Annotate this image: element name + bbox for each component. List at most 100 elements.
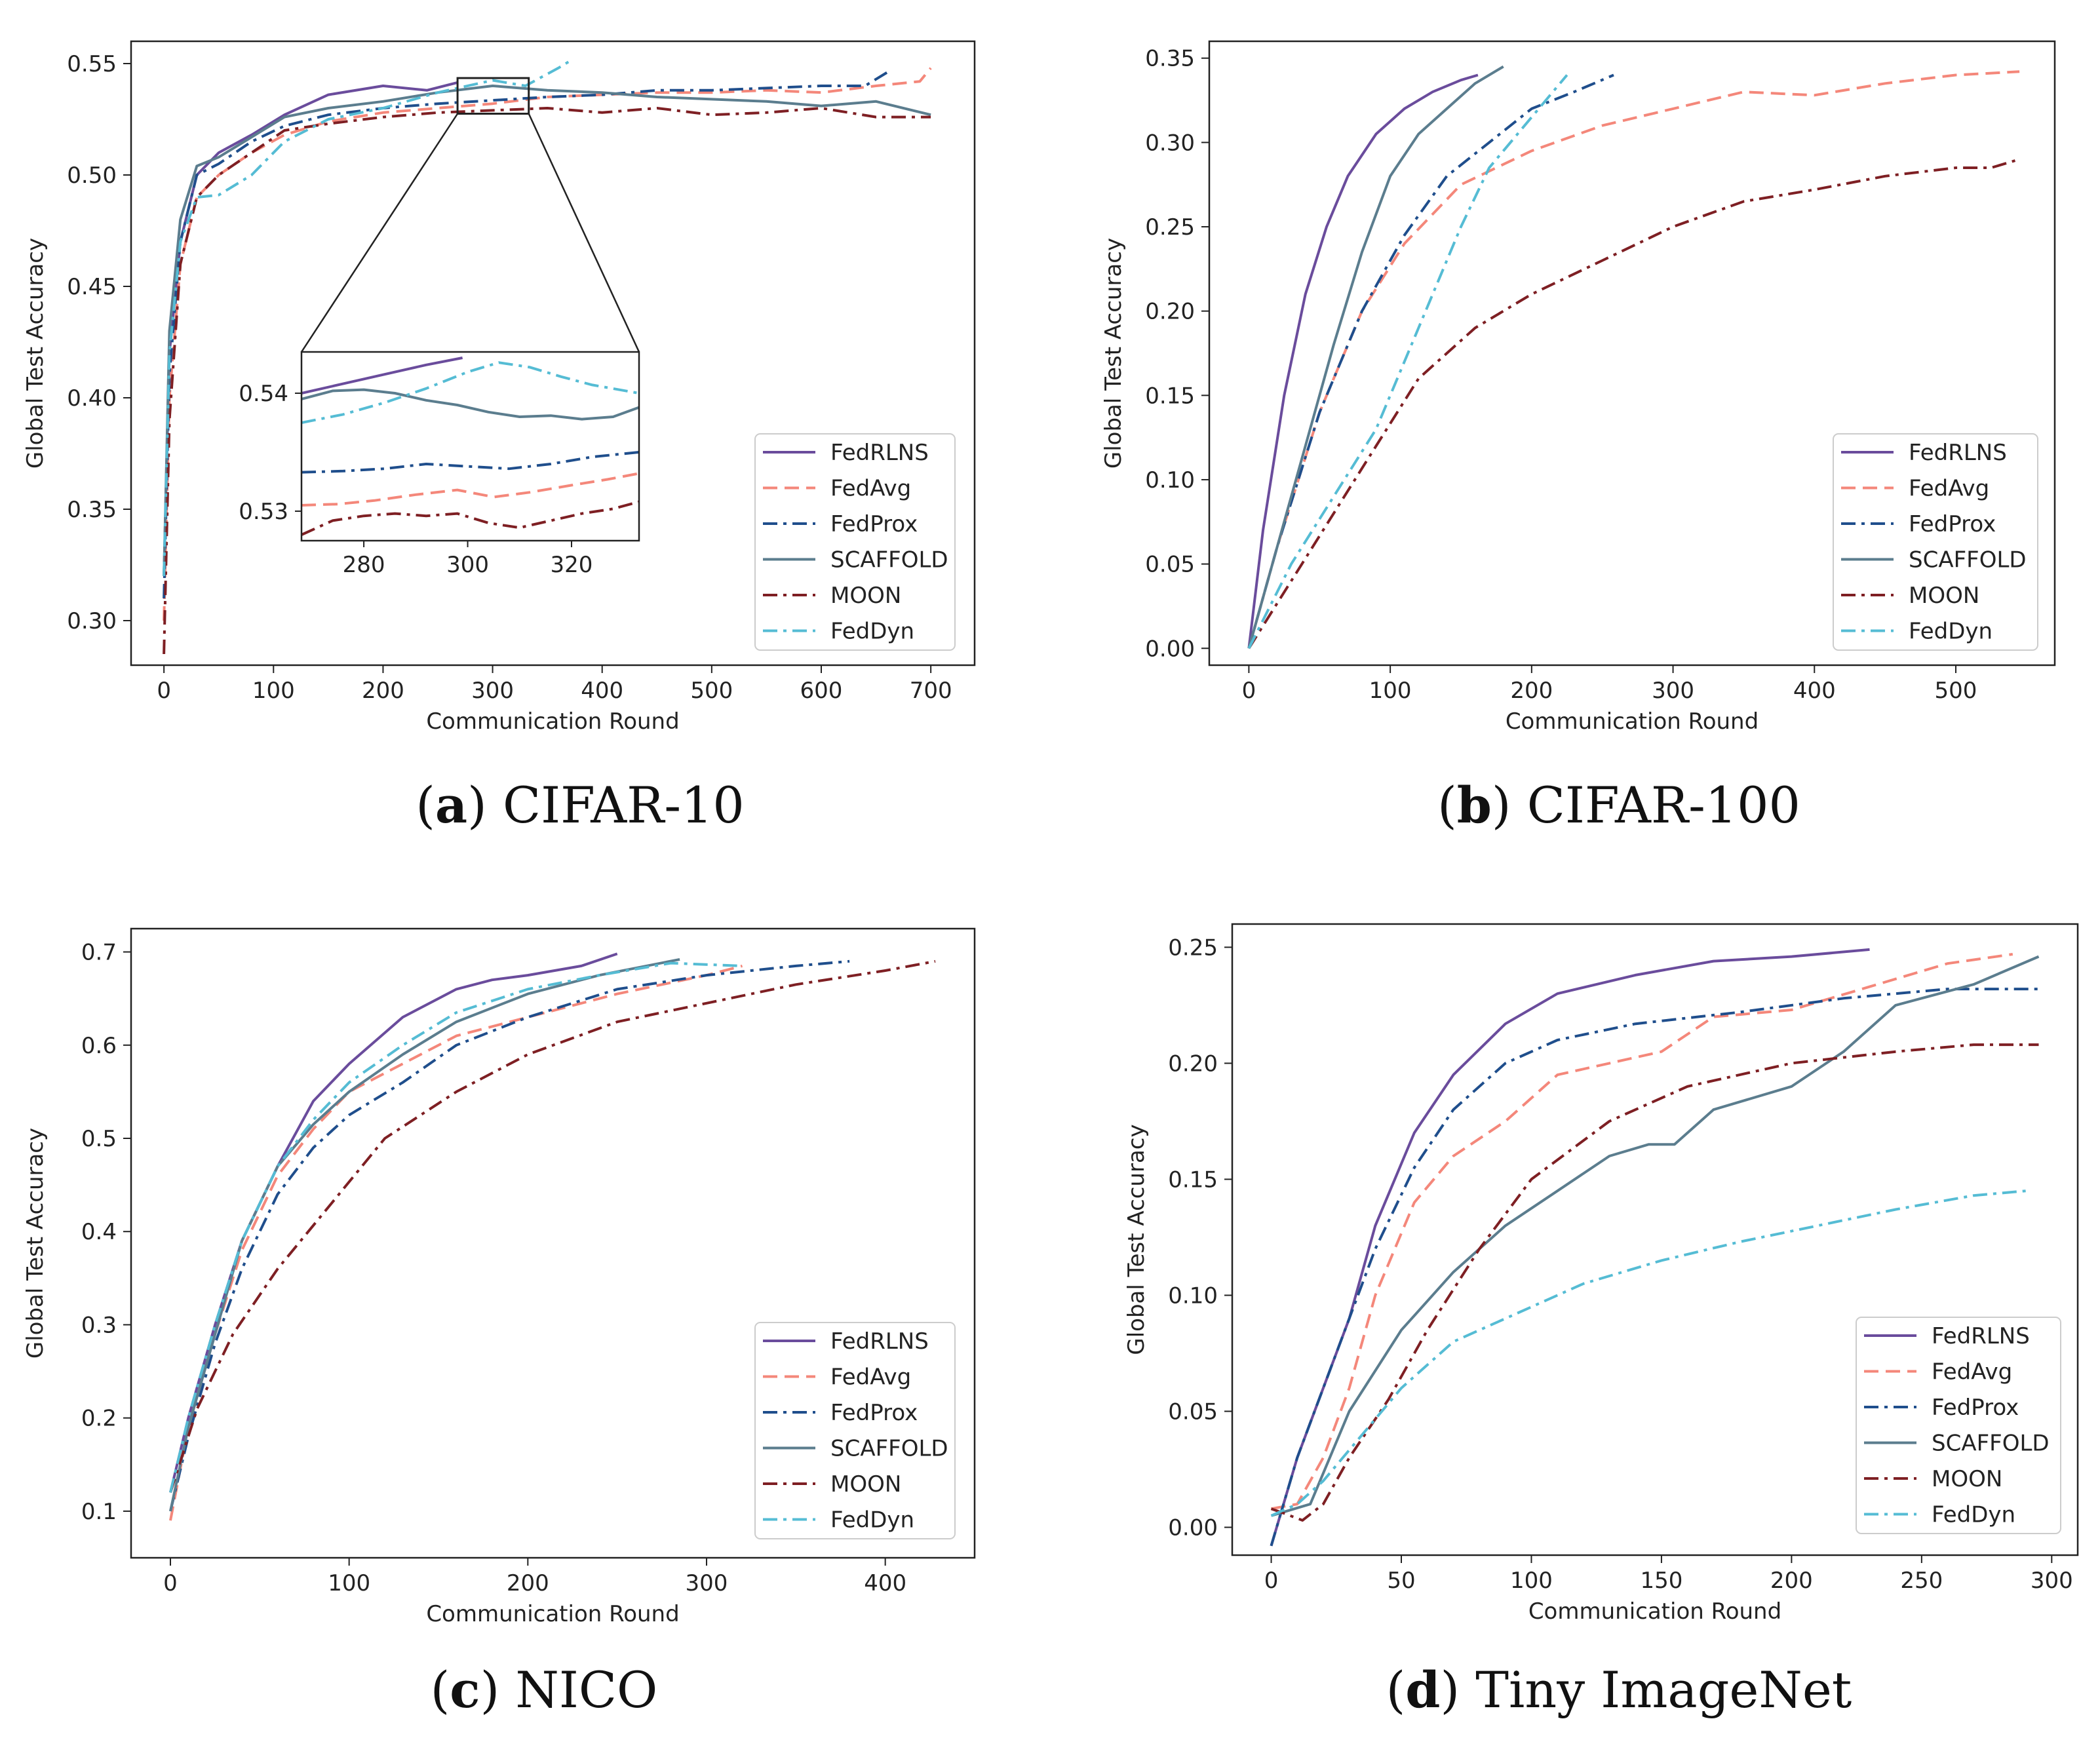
series-line-scaffold: [1270, 955, 2040, 1517]
y-tick-label: 0.05: [1145, 552, 1195, 578]
x-tick-label: 50: [1387, 1568, 1415, 1594]
legend-label-fedrlns: FedRLNS: [830, 440, 929, 466]
x-tick-label: 150: [1640, 1568, 1682, 1594]
series-line-fedavg: [169, 964, 743, 1521]
series-line-fedprox: [1270, 988, 2039, 1547]
zoom-region-box: [456, 77, 530, 115]
legend-label-feddyn: FedDyn: [830, 619, 914, 645]
inset-y-tick-label: 0.53: [239, 499, 288, 525]
series-line-fedavg: [163, 67, 932, 621]
x-tick-label: 200: [1770, 1568, 1813, 1594]
zoom-connector-right: [528, 113, 640, 353]
legend-label-moon: MOON: [830, 583, 901, 609]
legend-label-fedprox: FedProx: [1932, 1395, 2019, 1421]
y-axis-label: Global Test Accuracy: [1100, 238, 1127, 469]
y-tick-label: 0.2: [81, 1406, 117, 1432]
y-tick-label: 0.35: [1145, 46, 1195, 72]
series-line-fedrlns: [1247, 73, 1479, 649]
x-tick-label: 400: [864, 1570, 906, 1596]
plot-frame: [1231, 923, 2079, 1556]
inset-series-line-fedprox: [301, 451, 639, 474]
legend: FedRLNS FedAvg FedProx SCAFFOLD MOON FedDyn: [754, 1322, 956, 1539]
series-line-fedrlns: [169, 952, 618, 1493]
y-tick-label: 0.00: [1145, 636, 1195, 662]
x-axis-label: Communication Round: [1506, 708, 1759, 735]
legend: FedRLNS FedAvg FedProx SCAFFOLD MOON FedDyn: [1856, 1317, 2061, 1534]
x-tick-label: 0: [157, 678, 171, 704]
panel-nico: 0 100 200 300 400 0.1 0.2 0.3 0.4 0.5 0.6 0.7 Commun…: [22, 927, 976, 1627]
y-tick-label: 0.7: [81, 940, 117, 966]
y-axis-label: Global Test Accuracy: [22, 1128, 49, 1359]
series-line-fedprox: [1247, 73, 1614, 649]
series-line-scaffold: [169, 957, 680, 1512]
x-tick-label: 200: [362, 678, 404, 704]
x-tick-label: 300: [471, 678, 514, 704]
y-tick-label: 0.20: [1145, 299, 1195, 325]
inset-series-line-fedavg: [301, 472, 639, 507]
x-tick-label: 700: [910, 678, 952, 704]
y-tick-label: 0.25: [1168, 935, 1218, 961]
x-tick-label: 300: [686, 1570, 728, 1596]
legend-box: [1833, 433, 2038, 651]
y-tick-label: 0.55: [67, 51, 117, 77]
caption-c: (c) NICO: [431, 1661, 658, 1719]
inset-series-line-feddyn: [301, 361, 639, 424]
legend-box: [754, 433, 956, 651]
x-tick-label: 500: [690, 678, 733, 704]
inset-series-line-moon: [301, 500, 639, 536]
legend-box: [1856, 1317, 2061, 1534]
y-axis-label: Global Test Accuracy: [22, 238, 49, 469]
x-tick-label: 0: [163, 1570, 178, 1596]
series-line-fedprox: [163, 71, 888, 599]
y-tick-label: 0.6: [81, 1033, 117, 1059]
y-tick-label: 0.40: [67, 385, 117, 412]
legend-label-scaffold: SCAFFOLD: [1909, 547, 2027, 573]
x-axis-label: Communication Round: [426, 708, 679, 735]
legend-label-feddyn: FedDyn: [1932, 1502, 2015, 1528]
y-tick-label: 0.35: [67, 497, 117, 523]
legend-label-fedrlns: FedRLNS: [830, 1328, 929, 1355]
legend-label-fedrlns: FedRLNS: [1909, 440, 2007, 466]
series-line-fedavg: [1247, 70, 2020, 649]
legend-box: [754, 1322, 956, 1539]
y-tick-label: 0.25: [1145, 214, 1195, 241]
legend-label-fedprox: FedProx: [830, 1400, 918, 1426]
legend-label-scaffold: SCAFFOLD: [830, 547, 948, 573]
legend: FedRLNS FedAvg FedProx SCAFFOLD MOON FedDyn: [754, 433, 956, 651]
x-tick-label: 300: [2031, 1568, 2073, 1594]
legend-label-fedprox: FedProx: [1909, 511, 1996, 537]
zoom-connector-left: [300, 113, 459, 353]
y-tick-label: 0.1: [81, 1499, 117, 1525]
y-tick-label: 0.10: [1168, 1283, 1218, 1309]
series-line-scaffold: [1247, 65, 1504, 649]
inset-series-line-scaffold: [301, 388, 639, 421]
x-tick-label: 300: [1652, 678, 1694, 704]
legend-label-scaffold: SCAFFOLD: [830, 1436, 948, 1462]
y-tick-label: 0.5: [81, 1126, 117, 1152]
inset-plot: 280 300 320 0.53 0.54: [239, 351, 640, 578]
legend-label-fedrlns: FedRLNS: [1932, 1323, 2030, 1349]
x-tick-label: 100: [252, 678, 295, 704]
y-tick-label: 0.4: [81, 1219, 117, 1245]
panel-cifar10: 0 100 200 300 400 500 600 700 0.30 0.35 0.40 0.45 0.…: [22, 40, 976, 735]
x-tick-label: 250: [1900, 1568, 1943, 1594]
legend: FedRLNS FedAvg FedProx SCAFFOLD MOON FedDyn: [1833, 433, 2038, 651]
legend-label-fedavg: FedAvg: [830, 1364, 911, 1391]
x-axis-label: Communication Round: [426, 1601, 679, 1627]
y-tick-label: 0.3: [81, 1312, 117, 1338]
series-line-feddyn: [163, 60, 570, 577]
series-line-fedavg: [1271, 953, 2013, 1511]
y-tick-label: 0.15: [1168, 1167, 1218, 1193]
x-tick-label: 100: [328, 1570, 370, 1596]
caption-d: (d) Tiny ImageNet: [1386, 1661, 1852, 1719]
legend-label-feddyn: FedDyn: [830, 1507, 914, 1534]
legend-label-feddyn: FedDyn: [1909, 619, 1993, 645]
legend-label-moon: MOON: [1909, 583, 1979, 609]
series-line-feddyn: [169, 961, 743, 1493]
series-line-moon: [1270, 1043, 2039, 1522]
y-axis-label: Global Test Accuracy: [1123, 1124, 1150, 1355]
x-tick-label: 400: [1793, 678, 1836, 704]
caption-a: (a) CIFAR-10: [416, 776, 745, 834]
x-tick-label: 200: [507, 1570, 549, 1596]
